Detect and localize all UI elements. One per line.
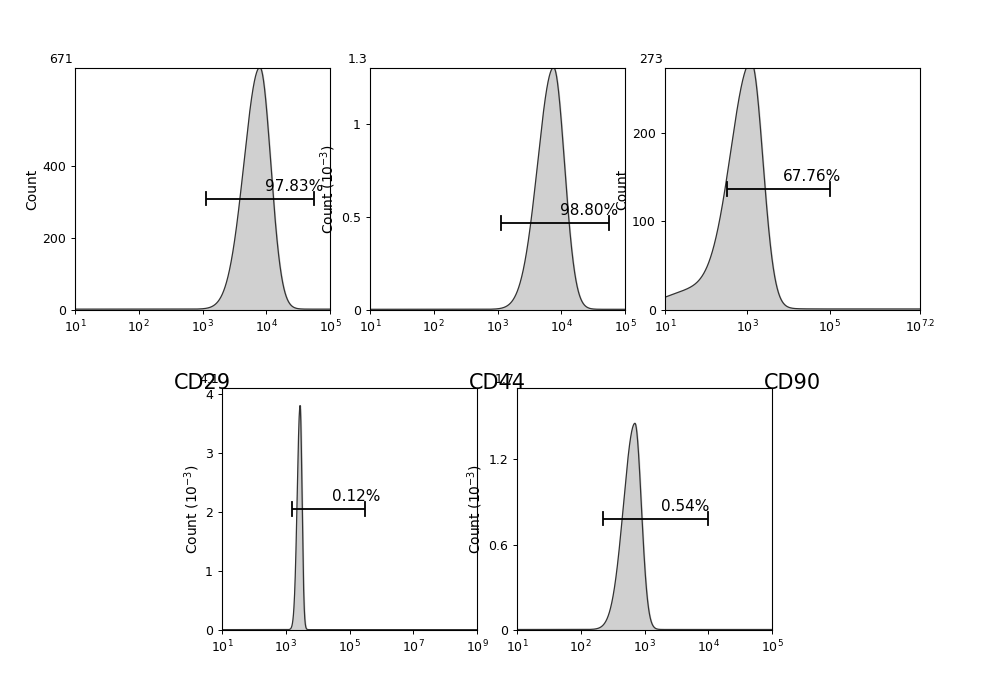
Text: 98.80%: 98.80% [560, 203, 618, 218]
Y-axis label: Count ($10^{-3}$): Count ($10^{-3}$) [183, 464, 202, 554]
Y-axis label: Count: Count [615, 168, 629, 210]
Text: 0.12%: 0.12% [332, 489, 381, 504]
Text: CD44: CD44 [469, 373, 526, 393]
Y-axis label: Count ($10^{-3}$): Count ($10^{-3}$) [466, 464, 485, 554]
Text: 67.76%: 67.76% [783, 169, 841, 184]
Text: CD90: CD90 [764, 373, 821, 393]
Text: CD29: CD29 [174, 373, 231, 393]
Y-axis label: Count ($10^{-3}$): Count ($10^{-3}$) [319, 144, 338, 234]
Text: 4.1: 4.1 [200, 373, 219, 385]
Y-axis label: Count: Count [25, 168, 39, 210]
Text: 97.83%: 97.83% [265, 179, 324, 194]
Text: 0.54%: 0.54% [661, 499, 709, 514]
Text: 1.3: 1.3 [348, 52, 367, 65]
Text: 1.7: 1.7 [495, 373, 514, 385]
Text: 671: 671 [49, 52, 72, 65]
Text: 273: 273 [639, 52, 662, 65]
